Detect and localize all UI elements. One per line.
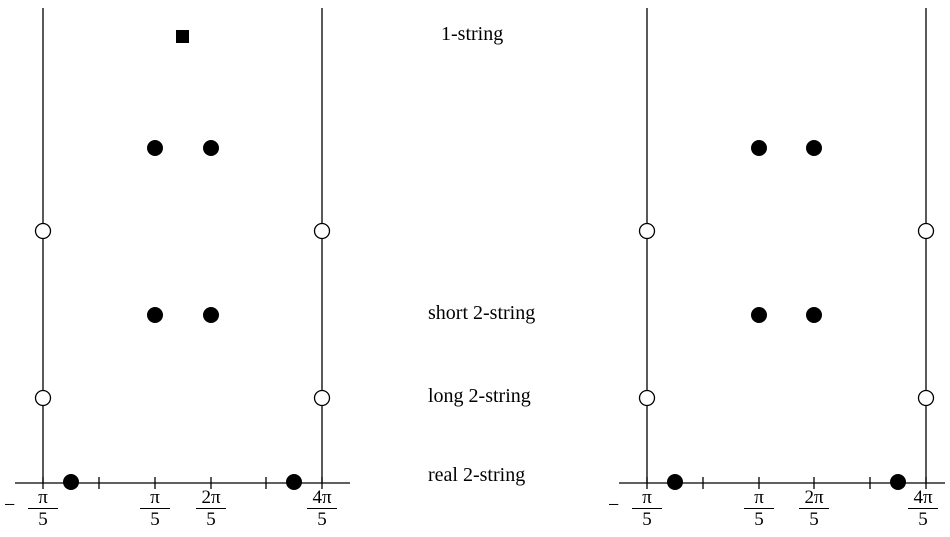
filled-root	[751, 140, 767, 156]
tick-denominator: 5	[809, 509, 819, 530]
tick-numerator: 4π	[307, 488, 337, 509]
real-root	[63, 474, 79, 490]
tick-label-4pi-over-5: 4π 5	[898, 488, 948, 531]
open-root	[34, 389, 52, 407]
open-root	[638, 222, 656, 240]
tick-denominator: 5	[754, 509, 764, 530]
right-panel	[619, 8, 945, 490]
open-root	[638, 389, 656, 407]
tick-denominator: 5	[150, 509, 160, 530]
tick-minus-sign: −	[4, 494, 16, 516]
open-root	[917, 222, 935, 240]
tick-denominator: 5	[317, 509, 327, 530]
open-root	[34, 222, 52, 240]
real-root	[667, 474, 683, 490]
short-two-string-label: short 2-string	[428, 302, 536, 324]
tick-denominator: 5	[206, 509, 216, 530]
tick-numerator: 2π	[799, 488, 829, 509]
one-string-square-marker	[176, 30, 189, 43]
filled-root	[751, 307, 767, 323]
tick-numerator: 2π	[196, 488, 226, 509]
real-two-string-label: real 2-string	[428, 464, 526, 486]
tick-label-2pi-over-5: 2π 5	[186, 488, 236, 531]
open-root	[313, 222, 331, 240]
left-panel	[15, 8, 350, 490]
tick-numerator: π	[28, 488, 58, 509]
filled-root	[147, 307, 163, 323]
tick-label-pi-over-5: π 5	[130, 488, 180, 531]
tick-numerator: π	[140, 488, 170, 509]
tick-denominator: 5	[918, 509, 928, 530]
tick-numerator: π	[744, 488, 774, 509]
filled-root	[806, 307, 822, 323]
tick-label-2pi-over-5: 2π 5	[789, 488, 839, 531]
tick-numerator: π	[632, 488, 662, 509]
tick-denominator: 5	[642, 509, 652, 530]
filled-root	[203, 140, 219, 156]
filled-root	[147, 140, 163, 156]
tick-label-minus-pi-over-5: π 5	[18, 488, 68, 531]
open-root	[917, 389, 935, 407]
real-root	[286, 474, 302, 490]
tick-denominator: 5	[38, 509, 48, 530]
real-root	[890, 474, 906, 490]
tick-label-minus-pi-over-5: π 5	[622, 488, 672, 531]
filled-root	[203, 307, 219, 323]
tick-label-pi-over-5: π 5	[734, 488, 784, 531]
tick-label-4pi-over-5: 4π 5	[297, 488, 347, 531]
open-root	[313, 389, 331, 407]
filled-root	[806, 140, 822, 156]
tick-minus-sign: −	[608, 494, 620, 516]
long-two-string-label: long 2-string	[428, 385, 531, 407]
one-string-label: 1-string	[441, 23, 504, 45]
tick-numerator: 4π	[908, 488, 938, 509]
